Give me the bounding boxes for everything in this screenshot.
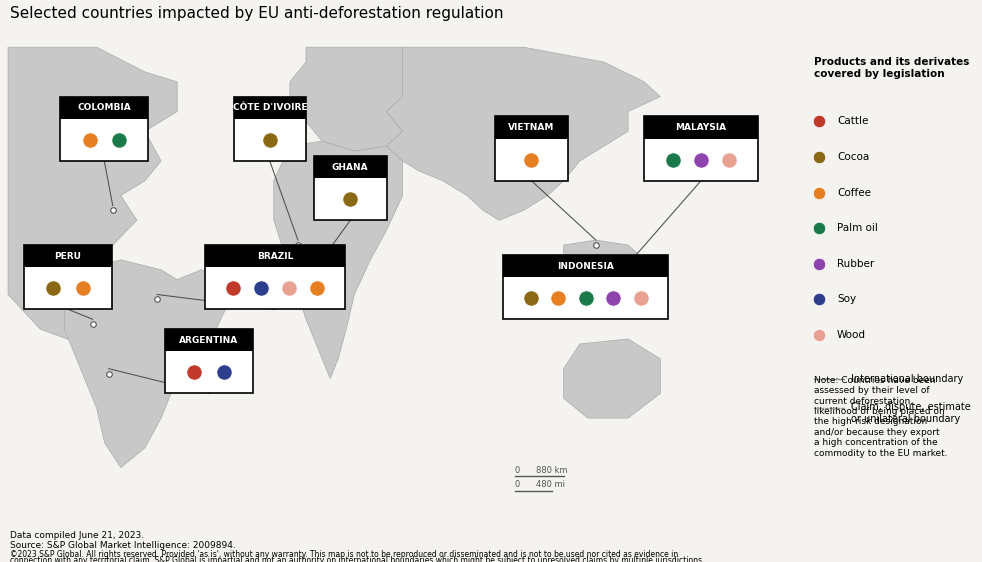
Point	[45, 284, 61, 293]
Point	[82, 135, 97, 144]
Point	[281, 284, 297, 293]
Text: CÔTE D'IVOIRE: CÔTE D'IVOIRE	[233, 103, 307, 112]
FancyBboxPatch shape	[314, 156, 387, 220]
Point	[523, 294, 539, 303]
Text: MALAYSIA: MALAYSIA	[676, 123, 727, 132]
Text: Palm oil: Palm oil	[837, 223, 878, 233]
Text: Note: Countries have been
assessed by their level of
current deforestation,
like: Note: Countries have been assessed by th…	[814, 376, 948, 457]
Text: PERU: PERU	[55, 252, 82, 261]
Point	[811, 188, 827, 197]
Text: Data compiled June 21, 2023.: Data compiled June 21, 2023.	[10, 531, 144, 540]
Point	[309, 284, 325, 293]
FancyBboxPatch shape	[314, 156, 387, 178]
Text: Soy: Soy	[837, 294, 856, 305]
Text: COLOMBIA: COLOMBIA	[78, 103, 132, 112]
Point	[75, 284, 90, 293]
FancyBboxPatch shape	[234, 97, 306, 119]
FancyBboxPatch shape	[644, 116, 758, 181]
FancyBboxPatch shape	[234, 97, 306, 161]
Point	[693, 155, 709, 164]
Text: Cocoa: Cocoa	[837, 152, 869, 162]
Point	[665, 155, 681, 164]
Text: Products and its derivates
covered by legislation: Products and its derivates covered by le…	[814, 57, 969, 79]
Text: VIETNAM: VIETNAM	[509, 123, 555, 132]
FancyBboxPatch shape	[60, 97, 148, 161]
Point	[811, 295, 827, 304]
Text: GHANA: GHANA	[332, 162, 368, 171]
Text: INDONESIA: INDONESIA	[558, 261, 615, 270]
Point	[811, 117, 827, 126]
Text: ©2023 S&P Global. All rights reserved. Provided 'as is', without any warranty. T: ©2023 S&P Global. All rights reserved. P…	[10, 550, 678, 559]
Text: BRAZIL: BRAZIL	[257, 252, 294, 261]
Point	[722, 155, 737, 164]
Text: Source: S&P Global Market Intelligence: 2009894.: Source: S&P Global Market Intelligence: …	[10, 541, 236, 550]
Text: Claim, dispute, estimate
or unilateral boundary: Claim, dispute, estimate or unilateral b…	[851, 402, 971, 424]
Point	[523, 155, 539, 164]
Text: Selected countries impacted by EU anti-deforestation regulation: Selected countries impacted by EU anti-d…	[10, 6, 504, 21]
Point	[343, 195, 358, 204]
Point	[216, 368, 232, 377]
FancyBboxPatch shape	[25, 245, 112, 268]
Text: connection with any territorial claim. S&P Global is impartial and not an author: connection with any territorial claim. S…	[10, 556, 704, 562]
FancyBboxPatch shape	[503, 255, 669, 319]
FancyBboxPatch shape	[25, 245, 112, 309]
FancyBboxPatch shape	[165, 329, 252, 393]
Point	[811, 224, 827, 233]
Point	[111, 135, 127, 144]
FancyBboxPatch shape	[495, 116, 568, 181]
Point	[633, 294, 649, 303]
FancyBboxPatch shape	[165, 329, 252, 351]
Point	[606, 294, 622, 303]
FancyBboxPatch shape	[205, 245, 345, 309]
FancyBboxPatch shape	[503, 255, 669, 277]
Text: Cattle: Cattle	[837, 116, 868, 126]
Point	[262, 135, 278, 144]
FancyBboxPatch shape	[60, 97, 148, 119]
Point	[811, 152, 827, 161]
Text: Wood: Wood	[837, 330, 866, 340]
Point	[187, 368, 202, 377]
FancyBboxPatch shape	[205, 245, 345, 268]
Point	[253, 284, 269, 293]
Point	[578, 294, 594, 303]
Text: International boundary: International boundary	[851, 374, 963, 383]
FancyBboxPatch shape	[644, 116, 758, 139]
Text: ARGENTINA: ARGENTINA	[180, 336, 239, 345]
Point	[225, 284, 241, 293]
Text: Coffee: Coffee	[837, 188, 871, 198]
Text: 0      880 km: 0 880 km	[516, 465, 568, 474]
FancyBboxPatch shape	[495, 116, 568, 139]
Point	[811, 330, 827, 339]
Point	[551, 294, 567, 303]
Text: Rubber: Rubber	[837, 259, 874, 269]
Text: 0      480 mi: 0 480 mi	[516, 481, 566, 490]
Point	[811, 259, 827, 268]
